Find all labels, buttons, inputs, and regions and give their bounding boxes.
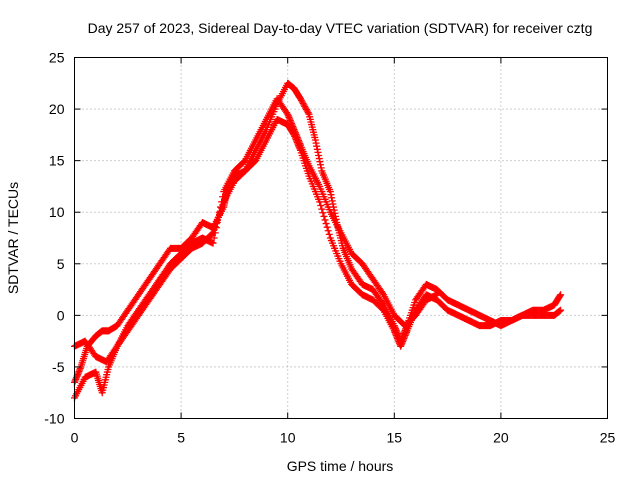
data-point (212, 224, 220, 232)
data-point (217, 203, 225, 211)
x-tick-label: 0 (71, 430, 79, 446)
data-point (316, 198, 324, 206)
data-point (218, 198, 226, 206)
x-axis-label: GPS time / hours (287, 458, 394, 474)
data-point (379, 289, 387, 297)
data-point (209, 239, 217, 247)
y-tick-label: 0 (57, 307, 65, 323)
data-point (215, 208, 223, 216)
data-points (71, 79, 565, 402)
data-point (320, 212, 328, 220)
data-point (323, 223, 331, 231)
data-point (211, 223, 219, 231)
data-point (304, 109, 312, 117)
x-axis: 0 5 10 15 20 25 (71, 57, 616, 446)
data-point (324, 227, 332, 235)
data-point (321, 216, 329, 224)
y-tick-label: 10 (49, 204, 65, 220)
data-point (219, 193, 227, 201)
data-point (318, 205, 326, 213)
y-axis: -10 -5 0 5 10 15 20 25 (44, 50, 608, 427)
x-tick-label: 20 (493, 430, 509, 446)
data-point (218, 204, 226, 212)
x-tick-label: 15 (387, 430, 403, 446)
x-tick-label: 25 (600, 430, 616, 446)
chart-title: Day 257 of 2023, Sidereal Day-to-day VTE… (88, 20, 593, 36)
data-point (319, 209, 327, 217)
data-point (112, 344, 120, 352)
y-tick-label: 5 (57, 256, 65, 272)
y-tick-label: -10 (44, 411, 64, 427)
x-tick-label: 5 (177, 430, 185, 446)
data-point (322, 220, 330, 228)
data-point (208, 230, 216, 238)
data-point (557, 291, 565, 299)
data-point (210, 234, 218, 242)
data-point (317, 202, 325, 210)
y-tick-label: 15 (49, 153, 65, 169)
series-3 (71, 95, 441, 366)
x-tick-label: 10 (280, 430, 296, 446)
y-tick-label: 20 (49, 101, 65, 117)
data-point (213, 219, 221, 227)
y-axis-label: SDTVAR / TECUs (5, 182, 21, 294)
data-point (211, 229, 219, 237)
data-point (433, 291, 441, 299)
data-point (214, 213, 222, 221)
series-1 (71, 79, 565, 386)
y-tick-label: 25 (49, 50, 65, 66)
data-point (557, 306, 565, 314)
data-point (325, 230, 333, 238)
plot-frame (74, 57, 608, 419)
y-tick-label: -5 (52, 359, 65, 375)
